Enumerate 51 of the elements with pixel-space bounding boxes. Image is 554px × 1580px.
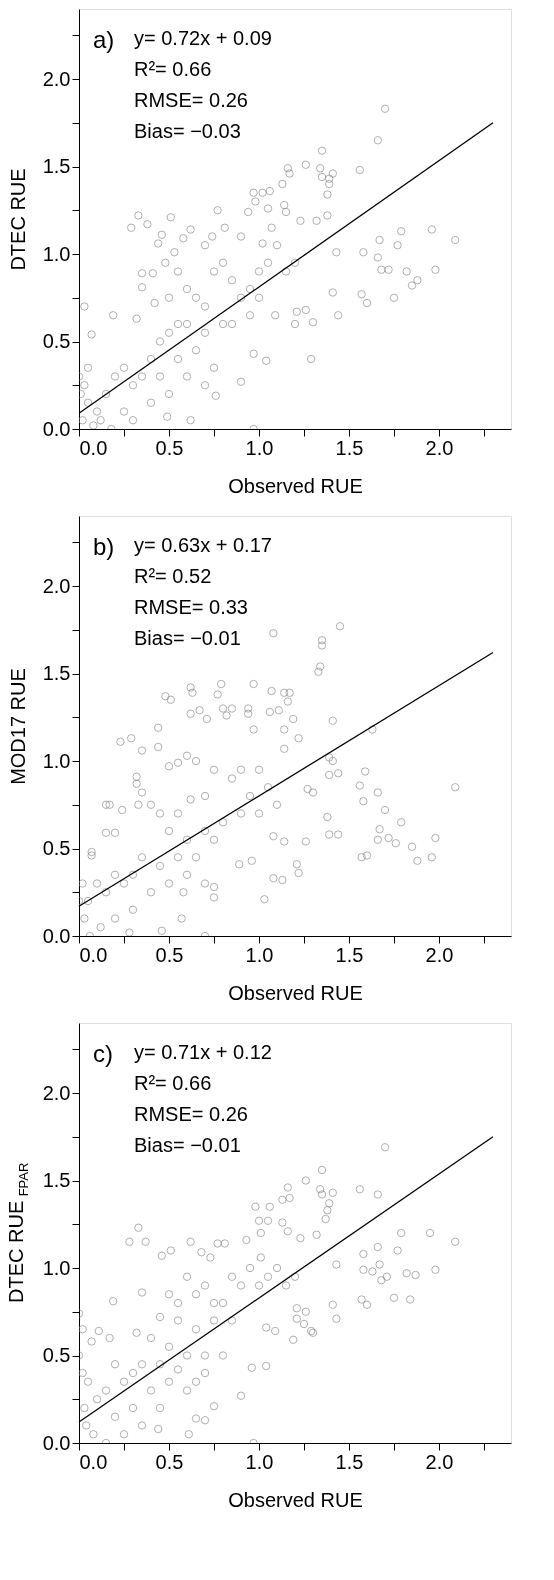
annotation: Bias= −0.03 [134, 120, 241, 142]
x-tick-label: 1.0 [245, 436, 274, 459]
x-tick-label: 2.0 [425, 1450, 454, 1473]
y-tick-label: 1.5 [42, 1169, 71, 1191]
annotation: RMSE= 0.33 [134, 596, 248, 618]
x-tick-label: 0.0 [79, 1450, 108, 1473]
y-tick-label: 2.0 [42, 1081, 71, 1104]
x-tick-label: 2.0 [425, 436, 454, 459]
y-tick-label: 2.0 [42, 574, 71, 597]
y-axis-title: MOD17 RUE [6, 668, 29, 785]
y-tick-label: 2.0 [42, 67, 71, 90]
annotation: c) [93, 1040, 113, 1067]
annotation: R²= 0.66 [134, 1072, 212, 1094]
x-tick-label: 1.5 [335, 436, 364, 459]
annotation: RMSE= 0.26 [134, 1103, 248, 1125]
x-tick-label: 1.0 [245, 943, 274, 966]
x-tick-label: 0.5 [155, 943, 184, 966]
y-tick-label: 0.0 [42, 1431, 71, 1454]
y-tick-label: 0.0 [42, 417, 71, 440]
x-tick-label: 0.5 [155, 436, 184, 459]
y-tick-label: 1.0 [42, 749, 71, 772]
x-tick-label: 1.5 [335, 943, 364, 966]
annotation: y= 0.72x + 0.09 [134, 27, 272, 49]
y-tick-label: 0.5 [42, 330, 71, 352]
x-tick-label: 0.5 [155, 1450, 184, 1473]
y-axis-title: DTEC RUE [6, 168, 29, 271]
y-tick-label: 1.0 [42, 1256, 71, 1279]
annotation: a) [93, 26, 115, 53]
x-axis-title: Observed RUE [228, 1488, 363, 1511]
y-tick-label: 0.5 [42, 837, 71, 859]
y-tick-label: 1.0 [42, 242, 71, 265]
x-axis-title: Observed RUE [228, 474, 363, 497]
annotation: y= 0.71x + 0.12 [134, 1041, 272, 1063]
y-axis-title: DTEC RUEFPAR [5, 1162, 31, 1303]
annotation: Bias= −0.01 [134, 1134, 241, 1156]
annotation: RMSE= 0.26 [134, 89, 248, 111]
y-tick-label: 1.5 [42, 155, 71, 177]
annotation: y= 0.63x + 0.17 [134, 534, 272, 556]
y-tick-label: 0.5 [42, 1344, 71, 1366]
y-tick-label: 1.5 [42, 662, 71, 684]
y-tick-label: 0.0 [42, 924, 71, 947]
x-tick-label: 2.0 [425, 943, 454, 966]
annotation: b) [93, 533, 115, 560]
x-tick-label: 0.0 [79, 436, 108, 459]
annotation: Bias= −0.01 [134, 627, 241, 649]
annotation: R²= 0.52 [134, 565, 212, 587]
x-tick-label: 1.5 [335, 1450, 364, 1473]
x-axis-title: Observed RUE [228, 981, 363, 1004]
x-tick-label: 0.0 [79, 943, 108, 966]
annotation: R²= 0.66 [134, 58, 212, 80]
x-tick-label: 1.0 [245, 1450, 274, 1473]
